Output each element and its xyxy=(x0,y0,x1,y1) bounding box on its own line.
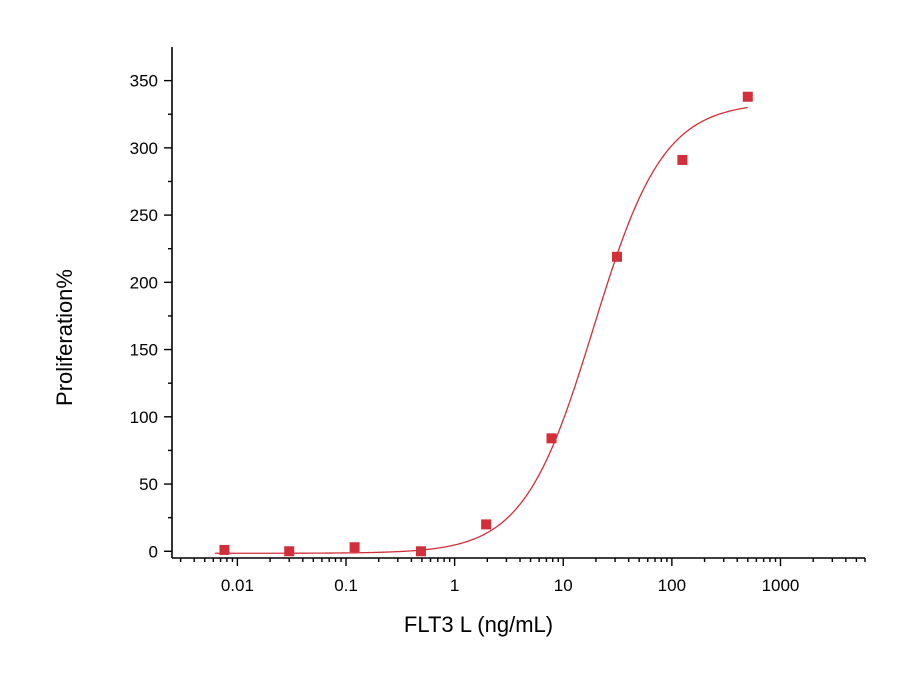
x-tick-label: 1 xyxy=(450,576,459,595)
data-points xyxy=(219,91,753,557)
y-axis-title: Proliferation% xyxy=(52,269,77,406)
data-point xyxy=(481,519,492,530)
fit-curve xyxy=(214,106,748,554)
y-tick-label: 150 xyxy=(130,341,158,360)
x-axis-title: FLT3 L (ng/mL) xyxy=(404,612,553,637)
y-tick-label: 100 xyxy=(130,408,158,427)
data-point xyxy=(415,546,426,557)
data-point xyxy=(219,544,230,555)
data-point xyxy=(611,251,622,262)
data-point xyxy=(677,154,688,165)
x-tick-label: 0.1 xyxy=(334,576,358,595)
x-tick-label: 1000 xyxy=(762,576,800,595)
data-point xyxy=(284,546,295,557)
y-tick-label: 350 xyxy=(130,72,158,91)
x-tick-label: 0.01 xyxy=(221,576,254,595)
y-tick-label: 0 xyxy=(149,542,158,561)
y-tick-label: 200 xyxy=(130,273,158,292)
y-tick-label: 300 xyxy=(130,139,158,158)
data-point xyxy=(349,542,360,553)
y-tick-label: 250 xyxy=(130,206,158,225)
x-tick-label: 10 xyxy=(554,576,573,595)
x-axis-ticks: 0.01 0.1 1 10 100 1000 xyxy=(179,558,866,595)
x-tick-label: 100 xyxy=(658,576,686,595)
data-point xyxy=(546,433,557,444)
y-tick-label: 50 xyxy=(139,475,158,494)
y-axis-ticks: 0 50 100 150 200 250 300 350 xyxy=(130,72,172,561)
data-point xyxy=(742,91,753,102)
